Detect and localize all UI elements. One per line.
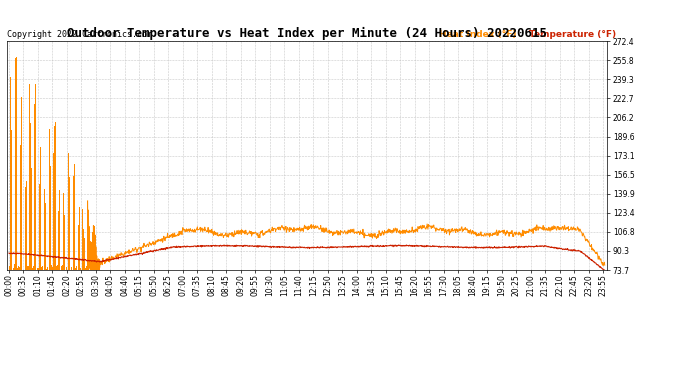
Text: Copyright 2022 Cartronics.com: Copyright 2022 Cartronics.com — [7, 30, 152, 39]
Text: Heat Index (°F): Heat Index (°F) — [439, 30, 517, 39]
Title: Outdoor Temperature vs Heat Index per Minute (24 Hours) 20220615: Outdoor Temperature vs Heat Index per Mi… — [67, 27, 547, 40]
Text: Temperature (°F): Temperature (°F) — [529, 30, 616, 39]
